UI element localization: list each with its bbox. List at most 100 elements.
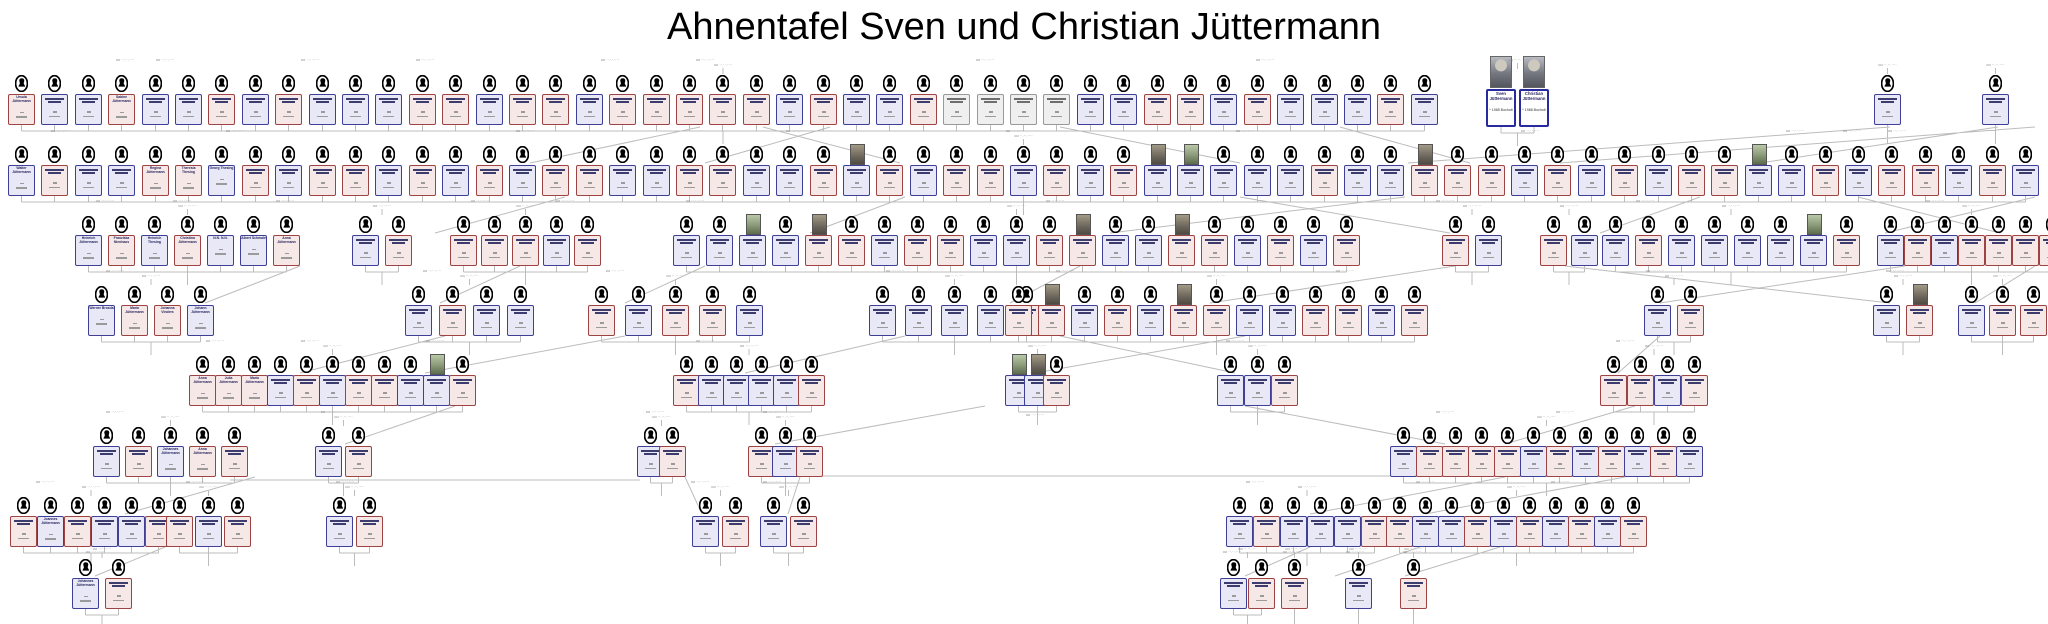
person-card[interactable] (512, 235, 539, 266)
person-card[interactable] (977, 165, 1004, 196)
person-card[interactable] (2039, 235, 2048, 266)
person-card[interactable] (943, 94, 970, 125)
person-card[interactable] (1390, 446, 1417, 477)
person-card[interactable] (1711, 165, 1738, 196)
person-card[interactable] (142, 94, 169, 125)
person-card[interactable] (442, 94, 469, 125)
person-card[interactable] (910, 94, 937, 125)
person-card[interactable] (743, 165, 770, 196)
person-card[interactable] (1979, 165, 2006, 196)
person-card[interactable] (1177, 165, 1204, 196)
person-card[interactable] (2012, 165, 2039, 196)
person-card[interactable] (1650, 446, 1677, 477)
person-card[interactable]: Heinrich Thesing (141, 235, 168, 266)
person-card[interactable]: Heinrich Jüttermann (75, 235, 102, 266)
person-card[interactable] (1411, 94, 1438, 125)
person-card[interactable] (1904, 235, 1931, 266)
person-card[interactable] (1594, 516, 1621, 547)
person-card[interactable] (810, 165, 837, 196)
person-card[interactable] (1210, 165, 1237, 196)
person-card[interactable] (275, 94, 302, 125)
person-card[interactable] (1344, 94, 1371, 125)
person-card[interactable] (1982, 94, 2009, 125)
person-card[interactable] (709, 94, 736, 125)
person-card[interactable] (609, 165, 636, 196)
person-card[interactable] (439, 305, 466, 336)
person-card[interactable] (1912, 165, 1939, 196)
person-card[interactable] (195, 516, 222, 547)
person-card[interactable] (1335, 305, 1362, 336)
person-card[interactable] (1745, 165, 1772, 196)
person-card[interactable] (1217, 375, 1244, 406)
person-card[interactable] (876, 94, 903, 125)
person-card[interactable] (342, 165, 369, 196)
person-card[interactable] (1412, 516, 1439, 547)
person-card[interactable] (224, 516, 251, 547)
person-card[interactable] (509, 94, 536, 125)
person-card[interactable] (1542, 516, 1569, 547)
person-card[interactable] (293, 375, 320, 406)
person-card[interactable] (1220, 578, 1247, 609)
person-card[interactable] (356, 516, 383, 547)
person-card[interactable]: Ursula Jüttermann (8, 94, 35, 125)
person-card[interactable] (1244, 375, 1271, 406)
person-card[interactable] (1701, 235, 1728, 266)
person-card[interactable] (1281, 578, 1308, 609)
person-card[interactable] (105, 578, 132, 609)
person-card[interactable] (275, 165, 302, 196)
person-card[interactable] (542, 94, 569, 125)
person-card[interactable] (1411, 165, 1438, 196)
person-card[interactable] (41, 165, 68, 196)
person-card[interactable] (1277, 165, 1304, 196)
person-card[interactable] (1069, 235, 1096, 266)
person-card[interactable] (1468, 446, 1495, 477)
person-card[interactable] (659, 446, 686, 477)
person-card[interactable] (64, 516, 91, 547)
person-card[interactable] (1144, 165, 1171, 196)
person-card[interactable] (118, 516, 145, 547)
person-card[interactable] (409, 94, 436, 125)
person-card[interactable] (405, 305, 432, 336)
person-card[interactable] (1005, 305, 1032, 336)
person-card[interactable] (108, 165, 135, 196)
person-card[interactable] (1778, 165, 1805, 196)
person-card[interactable] (748, 446, 775, 477)
person-card[interactable] (1234, 235, 1261, 266)
person-card[interactable] (1544, 165, 1571, 196)
person-card[interactable] (442, 165, 469, 196)
person-card[interactable] (776, 165, 803, 196)
person-card[interactable] (1442, 446, 1469, 477)
person-card[interactable] (397, 375, 424, 406)
person-card[interactable] (208, 94, 235, 125)
person-card[interactable] (790, 516, 817, 547)
person-card[interactable] (242, 165, 269, 196)
person-card[interactable] (1572, 446, 1599, 477)
person-card[interactable] (309, 165, 336, 196)
person-card[interactable] (970, 235, 997, 266)
person-card[interactable] (1598, 446, 1625, 477)
person-card[interactable] (810, 94, 837, 125)
person-card[interactable] (1345, 578, 1372, 609)
person-card[interactable] (1877, 235, 1904, 266)
person-card[interactable] (1571, 235, 1598, 266)
person-card[interactable]: Anna Jüttermann (189, 446, 216, 477)
person-card[interactable] (1077, 165, 1104, 196)
person-card[interactable] (709, 165, 736, 196)
person-card[interactable] (221, 446, 248, 477)
person-card[interactable] (1464, 516, 1491, 547)
person-card[interactable] (1307, 516, 1334, 547)
person-card[interactable] (371, 375, 398, 406)
person-card[interactable] (175, 94, 202, 125)
person-card[interactable] (1475, 235, 1502, 266)
person-card[interactable] (796, 446, 823, 477)
person-card[interactable] (1267, 235, 1294, 266)
person-card[interactable]: Sabine Jüttermann (108, 94, 135, 125)
person-card[interactable] (1800, 235, 1827, 266)
person-card[interactable] (1168, 235, 1195, 266)
person-card[interactable]: Joannes Jüttermann (37, 516, 64, 547)
person-card[interactable] (1135, 235, 1162, 266)
person-card[interactable] (375, 165, 402, 196)
person-card[interactable] (542, 165, 569, 196)
person-card[interactable] (75, 94, 102, 125)
person-card[interactable] (375, 94, 402, 125)
